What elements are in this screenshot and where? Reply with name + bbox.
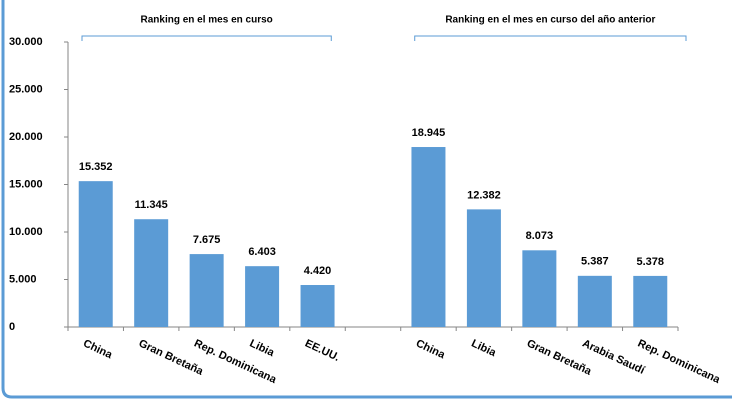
x-tick-label: Libia	[248, 337, 277, 359]
x-tick-label: China	[414, 337, 448, 361]
y-tick-label: 5.000	[9, 273, 37, 285]
y-tick-label: 25.000	[9, 83, 43, 95]
data-label: 15.352	[79, 161, 113, 173]
group-bracket	[81, 35, 332, 41]
bar	[411, 147, 446, 327]
x-tick-label: China	[81, 337, 115, 361]
x-tick-label: EE.UU.	[303, 337, 341, 363]
y-tick-label: 10.000	[9, 226, 43, 238]
bar	[245, 266, 280, 327]
bar	[189, 254, 224, 327]
data-label: 4.420	[304, 265, 332, 277]
group-label: Ranking en el mes en curso del año anter…	[445, 15, 655, 26]
data-label: 18.945	[412, 127, 446, 139]
bar	[134, 219, 169, 327]
group-bracket	[414, 35, 687, 41]
bar	[633, 275, 668, 327]
x-tick-label: Rep. Dominicana	[636, 337, 723, 386]
y-tick-label: 30.000	[9, 36, 43, 48]
y-tick-label: 20.000	[9, 131, 43, 143]
bar	[300, 285, 335, 327]
data-label: 11.345	[135, 199, 168, 211]
bar	[466, 209, 501, 327]
group-label: Ranking en el mes en curso	[141, 15, 273, 26]
data-label: 5.387	[581, 256, 609, 268]
bar	[78, 181, 113, 327]
data-label: 6.403	[248, 246, 276, 258]
bar	[577, 275, 612, 327]
data-label: 8.073	[526, 230, 554, 242]
data-label: 12.382	[467, 189, 501, 201]
y-tick-label: 0	[9, 321, 15, 333]
bar	[522, 250, 557, 327]
data-label: 5.378	[637, 256, 665, 268]
data-label: 7.675	[193, 234, 221, 246]
x-tick-label: Libia	[469, 337, 498, 359]
y-tick-label: 15.000	[9, 178, 43, 190]
